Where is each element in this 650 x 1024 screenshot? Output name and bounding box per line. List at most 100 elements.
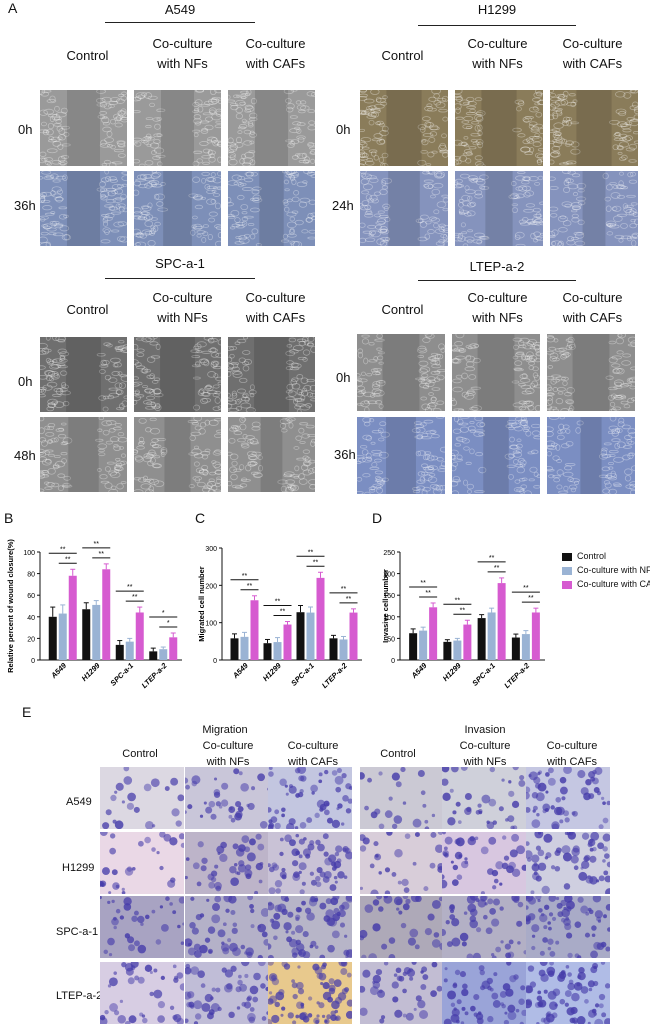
bar xyxy=(497,583,506,660)
bar xyxy=(149,651,158,660)
time-label: 24h xyxy=(332,198,354,213)
bar xyxy=(477,618,486,660)
time-label: 0h xyxy=(336,122,351,137)
y-axis-label: Migrated cell number xyxy=(197,566,206,642)
col-caf-line1: Co-culture xyxy=(546,740,598,752)
col-control: Control xyxy=(380,748,416,760)
col-control: Control xyxy=(66,48,109,63)
bar xyxy=(68,575,77,660)
wound-micrograph xyxy=(134,417,221,492)
panel-c-letter: C xyxy=(195,510,206,526)
wound-micrograph xyxy=(452,417,540,494)
bar xyxy=(316,577,325,660)
col-control: Control xyxy=(381,48,424,63)
col-nf-line1: Co-culture xyxy=(459,740,511,752)
wound-micrograph xyxy=(40,90,127,166)
wound-micrograph xyxy=(228,171,315,246)
x-tick-label: SPC-a-1 xyxy=(289,661,316,688)
x-tick-label: SPC-a-1 xyxy=(108,661,135,688)
y-tick-label: 60 xyxy=(27,593,35,600)
y-tick-label: 0 xyxy=(213,658,217,665)
col-caf-line2: with CAFs xyxy=(287,756,339,768)
sig-label: ** xyxy=(308,549,314,556)
col-caf-line2: with CAFs xyxy=(245,56,306,71)
time-label: 36h xyxy=(14,198,36,213)
legend-label-nf: Co-culture with NFs xyxy=(577,565,650,575)
transwell-micrograph xyxy=(526,962,610,1024)
sig-label: ** xyxy=(494,565,500,572)
sig-label: ** xyxy=(65,556,71,563)
transwell-micrograph xyxy=(268,896,352,958)
col-nf-line2: with NFs xyxy=(463,756,507,768)
y-axis-label: Relative percent of wound closure(%) xyxy=(6,539,15,673)
transwell-micrograph xyxy=(526,832,610,894)
sig-label: ** xyxy=(275,599,281,606)
transwell-micrograph xyxy=(442,962,526,1024)
bar xyxy=(263,643,272,660)
y-tick-label: 80 xyxy=(27,572,35,579)
x-tick-label: LTEP-a-2 xyxy=(320,660,350,690)
col-nf-line2: with NFs xyxy=(472,56,523,71)
sig-label: * xyxy=(162,610,165,617)
transwell-micrograph xyxy=(100,962,184,1024)
y-tick-label: 100 xyxy=(23,550,35,557)
col-caf-line1: Co-culture xyxy=(287,740,339,752)
sig-label: ** xyxy=(127,584,133,591)
sig-label: ** xyxy=(460,607,466,614)
wound-micrograph xyxy=(550,171,638,246)
bar xyxy=(511,637,520,660)
sig-label: ** xyxy=(242,573,248,580)
bar xyxy=(339,639,348,660)
transwell-micrograph xyxy=(268,767,352,829)
wound-micrograph xyxy=(455,171,543,246)
wound-micrograph xyxy=(452,334,540,411)
time-label: 0h xyxy=(18,374,33,389)
time-label: 0h xyxy=(336,370,351,385)
group-title-a549: A549 xyxy=(164,2,196,17)
wound-micrograph xyxy=(360,90,448,166)
y-axis-label: Invasive cell number xyxy=(381,569,390,643)
legend-swatch-caf xyxy=(562,581,572,589)
wound-micrograph xyxy=(547,334,635,411)
transwell-micrograph xyxy=(100,767,184,829)
bar xyxy=(409,633,418,660)
sig-label: ** xyxy=(60,546,66,553)
y-tick-label: 150 xyxy=(383,593,395,600)
bar xyxy=(273,642,282,660)
wound-micrograph xyxy=(455,90,543,166)
panel-a-letter: A xyxy=(8,0,18,16)
y-tick-label: 300 xyxy=(205,546,217,553)
col-nf-line1: Co-culture xyxy=(152,36,213,51)
panel-b-letter: B xyxy=(4,510,14,526)
sig-label: ** xyxy=(280,609,286,616)
legend-label-caf: Co-culture with CAFs xyxy=(577,579,650,589)
bar xyxy=(125,641,134,660)
transwell-micrograph xyxy=(268,832,352,894)
transwell-micrograph xyxy=(442,832,526,894)
y-tick-label: 0 xyxy=(31,658,35,665)
col-nf-line1: Co-culture xyxy=(152,290,213,305)
y-tick-label: 200 xyxy=(383,572,395,579)
bar xyxy=(296,612,305,660)
bar xyxy=(48,616,57,660)
group-title-spc: SPC-a-1 xyxy=(155,256,205,271)
group-underline xyxy=(418,280,576,281)
transwell-micrograph xyxy=(185,962,269,1024)
x-tick-label: A549 xyxy=(48,660,68,680)
sig-label: ** xyxy=(247,583,253,590)
wound-micrograph xyxy=(40,337,127,412)
x-tick-label: SPC-a-1 xyxy=(470,661,497,688)
sig-label: ** xyxy=(425,590,431,597)
bar xyxy=(453,640,462,660)
bar-charts: 0 20 40 60 80 100 Relative percent of wound cl… xyxy=(6,539,545,690)
bar xyxy=(306,612,315,660)
col-caf-line2: with CAFs xyxy=(562,56,623,71)
bar xyxy=(349,612,358,660)
group-underline xyxy=(418,25,576,26)
bar xyxy=(82,609,91,660)
y-tick-label: 20 xyxy=(27,636,35,643)
bar xyxy=(230,638,239,660)
transwell-micrograph xyxy=(360,767,444,829)
bar xyxy=(250,600,259,660)
time-label: 36h xyxy=(334,447,356,462)
